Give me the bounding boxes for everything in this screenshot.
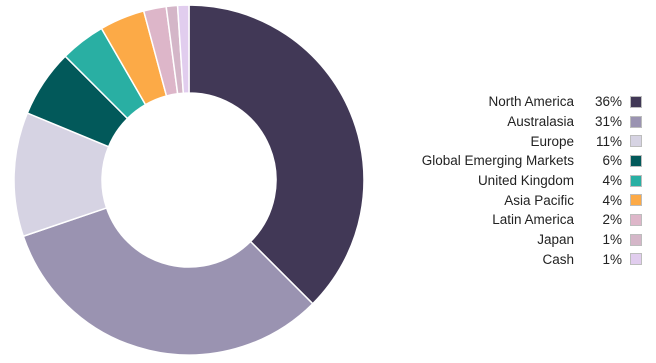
legend-swatch (630, 213, 642, 226)
legend-swatch (630, 253, 642, 266)
legend-item: Japan 1% (400, 230, 650, 250)
legend-item: Global Emerging Markets 6% (400, 151, 650, 171)
legend-item: Australasia 31% (400, 112, 650, 132)
legend-swatch (630, 154, 642, 167)
legend-value: 11% (595, 133, 622, 149)
legend-value: 4% (602, 173, 622, 189)
legend-item: North America 36% (400, 92, 650, 112)
legend-label: Japan (537, 232, 574, 248)
legend-value: 4% (602, 192, 622, 208)
legend-item: Cash 1% (400, 250, 650, 270)
legend-label: Europe (530, 133, 574, 149)
legend-label: Cash (542, 251, 574, 267)
legend-item: United Kingdom 4% (400, 171, 650, 191)
legend-value: 6% (602, 153, 622, 169)
legend-swatch (630, 115, 642, 128)
chart-legend: North America 36% Australasia 31% Europe 11% G… (400, 92, 650, 269)
legend-value: 1% (602, 251, 622, 267)
legend-swatch (630, 95, 642, 108)
legend-label: United Kingdom (477, 173, 574, 189)
legend-value: 31% (594, 114, 622, 130)
legend-label: North America (488, 94, 574, 110)
legend-swatch (630, 233, 642, 246)
legend-item: Latin America 2% (400, 210, 650, 230)
donut-slice-australasia (22, 207, 314, 356)
legend-label: Australasia (507, 114, 574, 130)
legend-swatch (630, 135, 642, 148)
legend-label: Global Emerging Markets (421, 153, 574, 169)
legend-item: Asia Pacific 4% (400, 190, 650, 210)
legend-value: 2% (602, 212, 622, 228)
legend-value: 36% (594, 94, 622, 110)
donut-slice-cash (176, 4, 190, 94)
legend-value: 1% (602, 232, 622, 248)
legend-swatch (630, 194, 642, 207)
donut-slice-north-america (188, 4, 365, 305)
legend-swatch (630, 174, 642, 187)
legend-item: Europe 11% (400, 131, 650, 151)
legend-label: Asia Pacific (504, 192, 574, 208)
legend-label: Latin America (492, 212, 574, 228)
